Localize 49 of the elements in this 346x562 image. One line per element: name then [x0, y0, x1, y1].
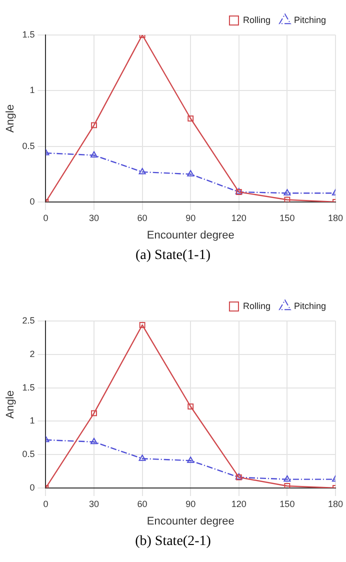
x-tick-label: 180	[328, 212, 344, 223]
x-tick-label: 150	[280, 498, 295, 509]
x-tick-label: 60	[137, 498, 148, 509]
point	[284, 196, 290, 202]
point	[284, 189, 291, 196]
x-tick-label: 90	[186, 212, 196, 223]
legend-label: Pitching	[294, 14, 326, 25]
x-tick-label: 90	[186, 498, 196, 509]
y-tick-label: 1	[30, 416, 35, 426]
y-axis-title: Angle	[4, 104, 17, 133]
x-tick-label: 120	[231, 212, 246, 223]
point	[139, 322, 146, 328]
y-tick-label: 0	[30, 196, 35, 206]
y-axis-title: Angle	[4, 390, 17, 419]
x-axis-title: Encounter degree	[146, 515, 234, 528]
point	[90, 438, 98, 444]
y-tick-label: 1	[30, 85, 35, 96]
point	[284, 475, 291, 482]
point	[91, 122, 97, 128]
x-tick-label: 180	[328, 498, 344, 509]
x-tick-label: 0	[43, 212, 48, 223]
point	[188, 404, 194, 410]
x-tick-label: 0	[43, 498, 48, 509]
x-tick-label: 30	[89, 212, 100, 223]
x-axis-title: Encounter degree	[146, 229, 234, 242]
text: (a) State(1-1)	[134, 247, 212, 265]
legend-label: Rolling	[242, 300, 270, 311]
y-tick-label: 1.5	[22, 29, 35, 40]
point	[187, 456, 194, 463]
y-tick-label: 0.5	[22, 449, 35, 460]
point	[91, 410, 97, 416]
point	[138, 168, 146, 174]
y-tick-label: 0	[30, 482, 35, 492]
point	[188, 116, 194, 122]
x-tick-label: 150	[280, 212, 295, 223]
y-tick-label: 2.5	[22, 315, 35, 326]
y-tick-label: 1.5	[22, 382, 35, 392]
y-tick-label: 2	[30, 348, 35, 359]
legend-label: Pitching	[294, 300, 326, 311]
point	[284, 483, 290, 488]
text: (b) State(2-1)	[134, 533, 212, 551]
legend-label: Rolling	[242, 14, 270, 25]
point	[187, 170, 194, 176]
point	[138, 454, 146, 461]
point	[90, 151, 98, 158]
x-tick-label: 30	[89, 498, 100, 509]
x-tick-label: 60	[137, 212, 148, 223]
y-tick-label: 0.5	[22, 140, 35, 151]
x-tick-label: 120	[231, 498, 246, 509]
